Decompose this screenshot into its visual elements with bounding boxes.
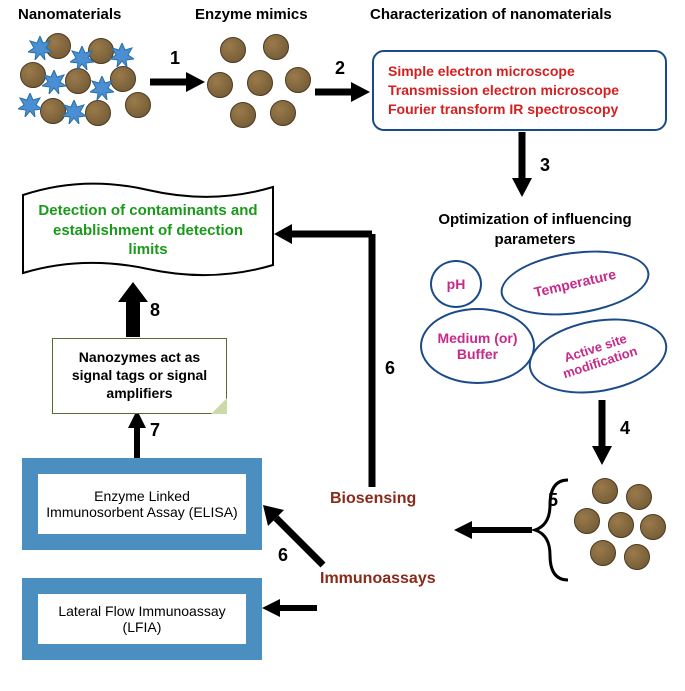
label-immunoassays: Immunoassays bbox=[320, 570, 436, 588]
lfia-label: Lateral Flow Immunoassay (LFIA) bbox=[46, 603, 238, 635]
arrow-5 bbox=[454, 520, 532, 542]
star-icon bbox=[18, 93, 42, 117]
param-active-site: Active site modification bbox=[523, 308, 673, 403]
arrow-2 bbox=[315, 80, 370, 110]
arrow-6a bbox=[272, 222, 392, 492]
param-temp-label: Temperature bbox=[532, 266, 617, 300]
step-6b: 6 bbox=[278, 545, 288, 566]
arrow-3 bbox=[510, 132, 540, 197]
param-medium: Medium (or) Buffer bbox=[420, 308, 535, 384]
label-enzyme-mimics: Enzyme mimics bbox=[195, 6, 308, 23]
note-text: Nanozymes act as signal tags or signal a… bbox=[72, 349, 207, 401]
star-icon bbox=[110, 43, 134, 67]
arrow-4 bbox=[590, 400, 620, 465]
arrow-1 bbox=[150, 70, 205, 100]
lfia-box: Lateral Flow Immunoassay (LFIA) bbox=[22, 578, 262, 660]
step-7: 7 bbox=[150, 420, 160, 441]
detection-box: Detection of contaminants and establishm… bbox=[18, 175, 278, 285]
nanomaterials-cluster bbox=[10, 28, 160, 138]
star-icon bbox=[42, 70, 66, 94]
char-line-3: Fourier transform IR spectroscopy bbox=[388, 101, 618, 117]
step-8: 8 bbox=[150, 300, 160, 321]
arrow-6b bbox=[258, 500, 333, 575]
star-icon bbox=[62, 100, 86, 124]
step-3: 3 bbox=[540, 155, 550, 176]
param-active-label: Active site modification bbox=[529, 321, 668, 391]
detection-text: Detection of contaminants and establishm… bbox=[38, 201, 258, 260]
param-temperature: Temperature bbox=[496, 242, 653, 324]
label-nanomaterials: Nanomaterials bbox=[18, 6, 121, 23]
param-ph-label: pH bbox=[447, 276, 466, 292]
nanozymes-note: Nanozymes act as signal tags or signal a… bbox=[52, 338, 227, 414]
step-1: 1 bbox=[170, 48, 180, 69]
step-2: 2 bbox=[335, 58, 345, 79]
arrow-8 bbox=[118, 282, 152, 337]
elisa-label: Enzyme Linked Immunosorbent Assay (ELISA… bbox=[46, 488, 238, 520]
param-ph: pH bbox=[430, 260, 482, 308]
step-5: 5 bbox=[548, 490, 558, 511]
char-line-2: Transmission electron microscope bbox=[388, 82, 619, 98]
elisa-box: Enzyme Linked Immunosorbent Assay (ELISA… bbox=[22, 458, 262, 550]
label-optimization: Optimization of influencing parameters bbox=[420, 210, 650, 249]
param-medium-label: Medium (or) Buffer bbox=[422, 330, 533, 362]
characterization-box: Simple electron microscope Transmission … bbox=[372, 50, 667, 131]
arrow-lfia bbox=[262, 598, 322, 620]
label-characterization: Characterization of nanomaterials bbox=[370, 6, 612, 23]
label-biosensing: Biosensing bbox=[330, 490, 416, 508]
char-line-1: Simple electron microscope bbox=[388, 63, 575, 79]
star-icon bbox=[70, 46, 94, 70]
step-4: 4 bbox=[620, 418, 630, 439]
star-icon bbox=[28, 36, 52, 60]
step-6a: 6 bbox=[385, 358, 395, 379]
enzyme-mimics-cluster bbox=[205, 32, 315, 132]
star-icon bbox=[90, 76, 114, 100]
particles-cluster-2 bbox=[572, 478, 672, 578]
